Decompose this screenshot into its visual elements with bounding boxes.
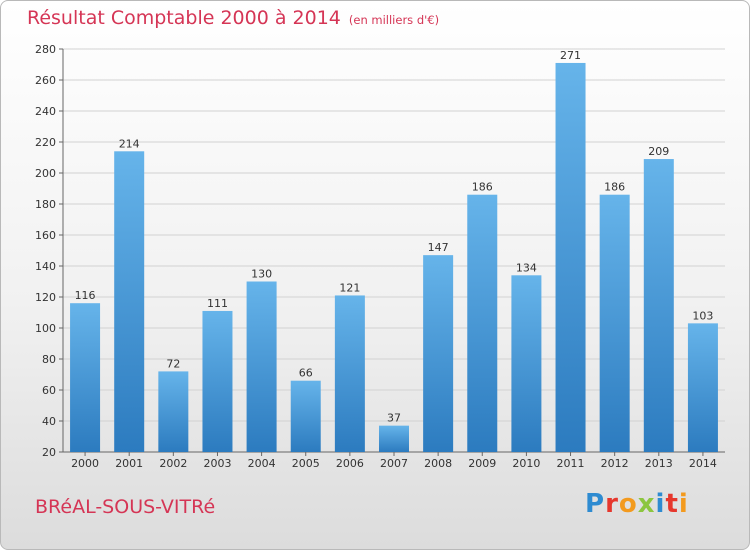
- bar-2014: [687, 323, 718, 452]
- data-label-2006: 121: [339, 281, 360, 294]
- x-tick-label: 2012: [601, 457, 629, 470]
- bar-2001: [114, 151, 145, 453]
- y-tick-label: 220: [35, 136, 56, 149]
- x-tick-label: 2005: [292, 457, 320, 470]
- y-tick-label: 260: [35, 74, 56, 87]
- bar-2005: [290, 380, 321, 452]
- data-label-2012: 186: [604, 181, 625, 194]
- y-tick-label: 160: [35, 229, 56, 242]
- data-label-2000: 116: [75, 289, 96, 302]
- bar-2011: [555, 62, 586, 452]
- data-label-2013: 209: [648, 145, 669, 158]
- data-label-2010: 134: [516, 261, 537, 274]
- bar-2003: [202, 310, 233, 452]
- data-label-2003: 111: [207, 297, 228, 310]
- bar-2002: [158, 371, 189, 452]
- chart-header: Résultat Comptable 2000 à 2014 (en millie…: [27, 7, 439, 29]
- data-label-2008: 147: [428, 241, 449, 254]
- x-tick-label: 2003: [203, 457, 231, 470]
- data-labels: 116 214 72 111 130 66 121 37 147 186 134 271 186 209 1…: [75, 49, 714, 425]
- chart-title: Résultat Comptable 2000 à 2014: [27, 7, 341, 29]
- town-name: BRéAL-SOUS-VITRé: [35, 496, 216, 518]
- chart-subtitle: (en milliers d'€): [348, 13, 440, 27]
- x-tick-label: 2004: [248, 457, 276, 470]
- bar-2000: [70, 303, 101, 452]
- data-label-2004: 130: [251, 268, 272, 281]
- x-tick-label: 2007: [380, 457, 408, 470]
- x-tick-label: 2014: [689, 457, 717, 470]
- bar-2012: [599, 194, 630, 452]
- y-tick-label: 240: [35, 105, 56, 118]
- x-tick-label: 2008: [424, 457, 452, 470]
- x-tick-label: 2006: [336, 457, 364, 470]
- y-tick-label: 140: [35, 260, 56, 273]
- data-label-2007: 37: [387, 412, 401, 425]
- bars: [70, 62, 718, 453]
- bar-2006: [334, 295, 365, 452]
- bar-2010: [511, 275, 542, 452]
- data-label-2011: 271: [560, 49, 581, 62]
- y-tick-label: 100: [35, 322, 56, 335]
- data-label-2014: 103: [692, 309, 713, 322]
- x-tick-label: 2009: [468, 457, 496, 470]
- x-tick-label: 2011: [557, 457, 585, 470]
- x-tick-label: 2000: [71, 457, 99, 470]
- data-label-2005: 66: [299, 367, 313, 380]
- x-tick-label: 2002: [159, 457, 187, 470]
- y-tick-label: 280: [35, 43, 56, 56]
- bar-2007: [379, 425, 409, 452]
- bar-2013: [643, 159, 674, 453]
- y-tick-label: 200: [35, 167, 56, 180]
- data-label-2001: 214: [119, 137, 140, 150]
- y-tick-label: 40: [42, 415, 56, 428]
- proxiti-logo: Proxiti: [585, 489, 689, 519]
- y-tick-label: 60: [42, 384, 56, 397]
- y-tick-label: 20: [42, 446, 56, 459]
- bar-2004: [246, 281, 277, 452]
- bar-2009: [467, 194, 498, 452]
- x-tick-label: 2013: [645, 457, 673, 470]
- bar-2008: [423, 255, 454, 452]
- y-tick-label: 120: [35, 291, 56, 304]
- y-tick-label: 180: [35, 198, 56, 211]
- y-tick-label: 80: [42, 353, 56, 366]
- x-tick-label: 2010: [512, 457, 540, 470]
- data-label-2002: 72: [166, 357, 180, 370]
- data-label-2009: 186: [472, 181, 493, 194]
- x-tick-label: 2001: [115, 457, 143, 470]
